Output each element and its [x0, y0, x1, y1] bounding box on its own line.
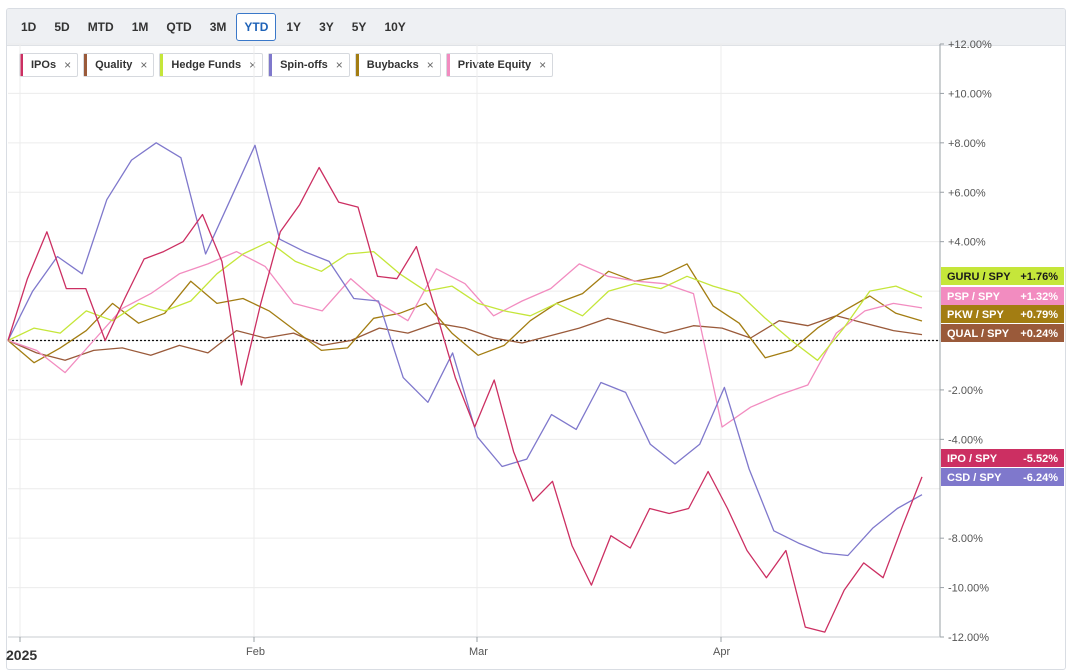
y-tick-label: +10.00%	[948, 88, 992, 100]
y-tick-label: -10.00%	[948, 583, 989, 595]
legend-chip-spin-offs[interactable]: Spin-offs ×	[268, 53, 350, 77]
legend-swatch	[446, 54, 450, 76]
y-tick-label: +12.00%	[948, 39, 992, 51]
end-label-box	[941, 267, 1064, 285]
range-tab-1m[interactable]: 1M	[131, 20, 149, 34]
range-tab-3y[interactable]: 3Y	[319, 20, 334, 34]
y-tick-label: -4.00%	[948, 434, 983, 446]
series-line-hedge-funds	[7, 241, 923, 361]
end-label-value: -6.24%	[1023, 472, 1058, 484]
series-legend: IPOs × Quality × Hedge Funds × Spin-offs × Buyba…	[19, 53, 554, 77]
legend-label: Quality	[95, 59, 133, 71]
y-tick-label: -8.00%	[948, 533, 983, 545]
legend-swatch	[160, 54, 164, 76]
legend-swatch	[269, 54, 273, 76]
range-tab-3m[interactable]: 3M	[209, 20, 227, 34]
y-tick-label: -2.00%	[948, 385, 983, 397]
series-line-buybacks	[7, 263, 923, 364]
remove-series-icon[interactable]: ×	[426, 58, 434, 72]
range-tab-ytd[interactable]: YTD	[236, 13, 277, 41]
end-label-box	[941, 324, 1064, 342]
legend-chip-ipos[interactable]: IPOs ×	[19, 53, 79, 77]
y-tick-label: -12.00%	[948, 632, 989, 644]
end-label-box	[941, 287, 1064, 305]
legend-label: Buybacks	[366, 59, 419, 71]
legend-swatch	[84, 54, 88, 76]
end-label-ticker: GURU / SPY	[947, 271, 1011, 283]
range-tab-5d[interactable]: 5D	[54, 20, 70, 34]
legend-label: Hedge Funds	[171, 59, 242, 71]
y-tick-label: +6.00%	[948, 187, 986, 199]
series-line-ipos	[7, 166, 923, 633]
end-label-box	[941, 449, 1064, 467]
series-line-quality	[7, 315, 923, 361]
series-line-spin-offs	[7, 142, 923, 557]
remove-series-icon[interactable]: ×	[539, 58, 547, 72]
legend-swatch	[355, 54, 359, 76]
end-label-box	[941, 305, 1064, 323]
end-label-ticker: CSD / SPY	[947, 472, 1002, 484]
end-label-value: +1.32%	[1020, 291, 1058, 303]
end-label-ticker: PKW / SPY	[947, 309, 1005, 321]
legend-label: Spin-offs	[280, 59, 328, 71]
range-tab-mtd[interactable]: MTD	[87, 20, 114, 34]
legend-chip-quality[interactable]: Quality ×	[83, 53, 155, 77]
legend-label: Private Equity	[457, 59, 532, 71]
remove-series-icon[interactable]: ×	[140, 58, 148, 72]
x-tick-label: 2025	[6, 647, 37, 663]
remove-series-icon[interactable]: ×	[335, 58, 343, 72]
remove-series-icon[interactable]: ×	[64, 58, 72, 72]
legend-chip-private-equity[interactable]: Private Equity ×	[445, 53, 554, 77]
x-tick-label: Mar	[469, 646, 488, 658]
legend-label: IPOs	[31, 59, 57, 71]
range-tab-5y[interactable]: 5Y	[351, 20, 367, 34]
legend-swatch	[20, 54, 23, 76]
end-label-value: +0.79%	[1020, 309, 1058, 321]
end-label-box	[941, 468, 1064, 486]
range-tab-qtd[interactable]: QTD	[166, 20, 192, 34]
range-tab-10y[interactable]: 10Y	[384, 20, 406, 34]
y-tick-label: +4.00%	[948, 237, 986, 249]
legend-chip-buybacks[interactable]: Buybacks ×	[354, 53, 441, 77]
remove-series-icon[interactable]: ×	[249, 58, 257, 72]
end-label-ticker: IPO / SPY	[947, 453, 998, 465]
range-toolbar: 1D 5D MTD 1M QTD 3M YTD 1Y 3Y 5Y 10Y	[7, 9, 1065, 46]
range-tab-1d[interactable]: 1D	[21, 20, 37, 34]
x-tick-label: Apr	[713, 646, 730, 658]
range-tabs: 1D 5D MTD 1M QTD 3M YTD 1Y 3Y 5Y 10Y	[13, 13, 414, 41]
range-tab-1y[interactable]: 1Y	[286, 20, 302, 34]
end-label-value: +1.76%	[1020, 271, 1058, 283]
end-label-ticker: QUAL / SPY	[947, 328, 1010, 340]
x-tick-label: Feb	[246, 646, 265, 658]
end-label-value: +0.24%	[1020, 328, 1058, 340]
chart-panel: 1D 5D MTD 1M QTD 3M YTD 1Y 3Y 5Y 10Y IPOs × Quality ×…	[6, 8, 1066, 670]
series-line-private-equity	[7, 250, 923, 428]
end-label-value: -5.52%	[1023, 453, 1058, 465]
y-tick-label: +8.00%	[948, 138, 986, 150]
legend-chip-hedge-funds[interactable]: Hedge Funds ×	[159, 53, 264, 77]
end-label-ticker: PSP / SPY	[947, 291, 1001, 303]
